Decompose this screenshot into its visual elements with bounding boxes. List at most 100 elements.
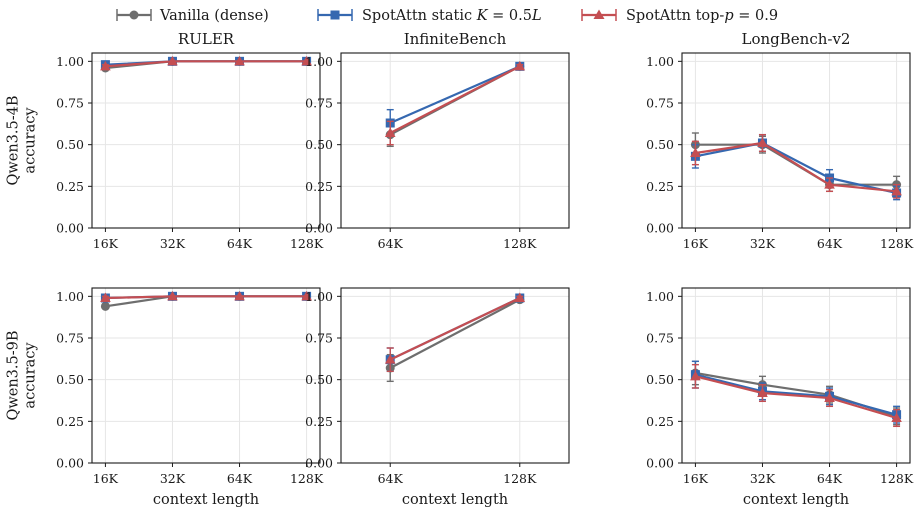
plot-frame	[681, 287, 911, 464]
y-tick-label-3: 0.75	[646, 331, 674, 346]
point-vanilla-0	[100, 301, 110, 311]
y-tick-label-2: 0.50	[56, 137, 84, 152]
x-tick-label-1: 128K	[503, 471, 537, 486]
point-topp-3	[891, 412, 902, 422]
series-line-topp	[105, 60, 307, 68]
legend-marker-vanilla	[129, 10, 139, 20]
y-tick-label-0: 0.00	[56, 221, 84, 236]
y-tick-label-0: 0.00	[305, 221, 333, 236]
series-line-topp	[695, 375, 897, 420]
x-tick-label-2: 64K	[817, 236, 843, 251]
legend-label-topp-text: SpotAttn top-	[626, 8, 724, 24]
point-topp-3	[891, 185, 902, 196]
point-topp-0	[100, 292, 111, 302]
series-line-topp	[105, 295, 307, 300]
y-tick-label-2: 0.50	[646, 137, 674, 152]
x-tick-label-1: 32K	[160, 471, 186, 486]
legend-marker-topp	[593, 9, 605, 19]
series-line-topp	[389, 297, 521, 361]
legend-label-topp-eq: = 0.9	[734, 8, 778, 24]
y-tick-label-0: 0.00	[305, 456, 333, 471]
x-tick-label-0: 16K	[93, 236, 119, 251]
series-line-static	[695, 141, 897, 195]
point-topp-3	[301, 290, 312, 301]
y-tick-label-1: 0.25	[646, 179, 674, 194]
point-topp-2	[234, 55, 245, 66]
point-topp-1	[167, 55, 178, 66]
x-tick-label-0: 16K	[683, 471, 709, 486]
panel-title: RULER	[178, 30, 235, 48]
legend-label-static-text: SpotAttn static	[362, 8, 477, 24]
legend-label-vanilla: Vanilla (dense)	[159, 8, 269, 24]
y-tick-label-1: 0.25	[305, 414, 333, 429]
point-topp-0	[384, 127, 396, 137]
series-topp	[384, 292, 526, 373]
point-topp-1	[167, 290, 178, 301]
y-tick-label-4: 1.00	[305, 54, 333, 69]
legend-label-static-eq: = 0.5	[488, 8, 532, 24]
x-tick-label-3: 128K	[290, 236, 324, 251]
point-topp-1	[514, 60, 526, 71]
legend: Vanilla (dense) SpotAttn static K = 0.5L…	[116, 8, 778, 24]
series-topp	[100, 290, 312, 302]
x-axis-label: context length	[402, 492, 508, 508]
point-topp-1	[757, 137, 768, 147]
x-tick-label-2: 64K	[227, 236, 253, 251]
y-axis-label: Qwen3.5-9Baccuracy	[6, 330, 39, 420]
panel-1-1: 0.00 0.25 0.50 0.75 1.00 16K 32K 64K 128K RULER Qw…	[6, 30, 324, 251]
y-axis-label-line-1: accuracy	[23, 107, 39, 174]
y-axis-label-line-1: accuracy	[23, 342, 39, 409]
panel-1-3: 0.00 0.25 0.50 0.75 1.00 16K 32K 64K 128K LongBen…	[646, 30, 914, 251]
panel-title: LongBench-v2	[742, 30, 851, 48]
y-tick-label-3: 0.75	[646, 96, 674, 111]
point-topp-0	[100, 60, 111, 71]
series-topp	[690, 363, 902, 428]
point-topp-0	[690, 370, 701, 381]
y-tick-label-0: 0.00	[646, 221, 674, 236]
series-topp	[690, 133, 902, 199]
panels: 0.00 0.25 0.50 0.75 1.00 16K 32K 64K 128K RULER Qw…	[6, 30, 914, 508]
x-tick-label-1: 32K	[160, 236, 186, 251]
x-axis-label: context length	[153, 492, 259, 508]
y-tick-label-1: 0.25	[305, 179, 333, 194]
point-topp-0	[690, 147, 701, 157]
point-topp-1	[514, 292, 526, 302]
series-line-static	[389, 65, 521, 125]
plot-frame	[340, 52, 570, 229]
plot-frame	[340, 287, 570, 464]
x-tick-label-1: 32K	[750, 236, 776, 251]
plot-frame	[681, 52, 911, 229]
point-topp-3	[301, 55, 312, 66]
series-topp	[384, 60, 526, 146]
y-tick-label-2: 0.50	[56, 372, 84, 387]
series-line-vanilla	[389, 298, 521, 369]
point-topp-2	[824, 179, 835, 189]
y-tick-label-3: 0.75	[305, 96, 333, 111]
x-tick-label-3: 128K	[290, 471, 324, 486]
y-axis-label-line-0: Qwen3.5-9B	[6, 330, 22, 420]
y-tick-label-4: 1.00	[305, 289, 333, 304]
y-axis-label: Qwen3.5-4Baccuracy	[6, 95, 39, 185]
y-tick-label-3: 0.75	[56, 331, 84, 346]
x-tick-label-2: 64K	[227, 471, 253, 486]
y-tick-label-4: 1.00	[646, 289, 674, 304]
y-tick-label-4: 1.00	[56, 289, 84, 304]
legend-label-static-l: L	[531, 8, 542, 24]
legend-entry-static: SpotAttn static K = 0.5L	[317, 8, 542, 24]
series-line-topp	[695, 141, 897, 193]
x-tick-label-1: 128K	[503, 236, 537, 251]
panel-2-2: 0.00 0.25 0.50 0.75 1.00 64K 128K context lengt…	[305, 287, 570, 508]
legend-label-static-math: K	[476, 8, 489, 24]
series-vanilla	[100, 291, 312, 311]
point-topp-1	[757, 387, 768, 397]
legend-entry-vanilla: Vanilla (dense)	[116, 8, 269, 24]
legend-label-topp: SpotAttn top-p = 0.9	[626, 8, 778, 24]
panel-2-1: 0.00 0.25 0.50 0.75 1.00 16K 32K 64K 128K context…	[6, 287, 324, 508]
legend-label-static: SpotAttn static K = 0.5L	[362, 8, 542, 24]
plot-frame	[91, 52, 321, 229]
panel-2-3: 0.00 0.25 0.50 0.75 1.00 16K 32K 64K 128K context…	[646, 287, 914, 508]
y-tick-label-0: 0.00	[56, 456, 84, 471]
x-tick-label-0: 16K	[683, 236, 709, 251]
legend-entry-topp: SpotAttn top-p = 0.9	[581, 8, 778, 24]
x-tick-label-3: 128K	[880, 236, 914, 251]
